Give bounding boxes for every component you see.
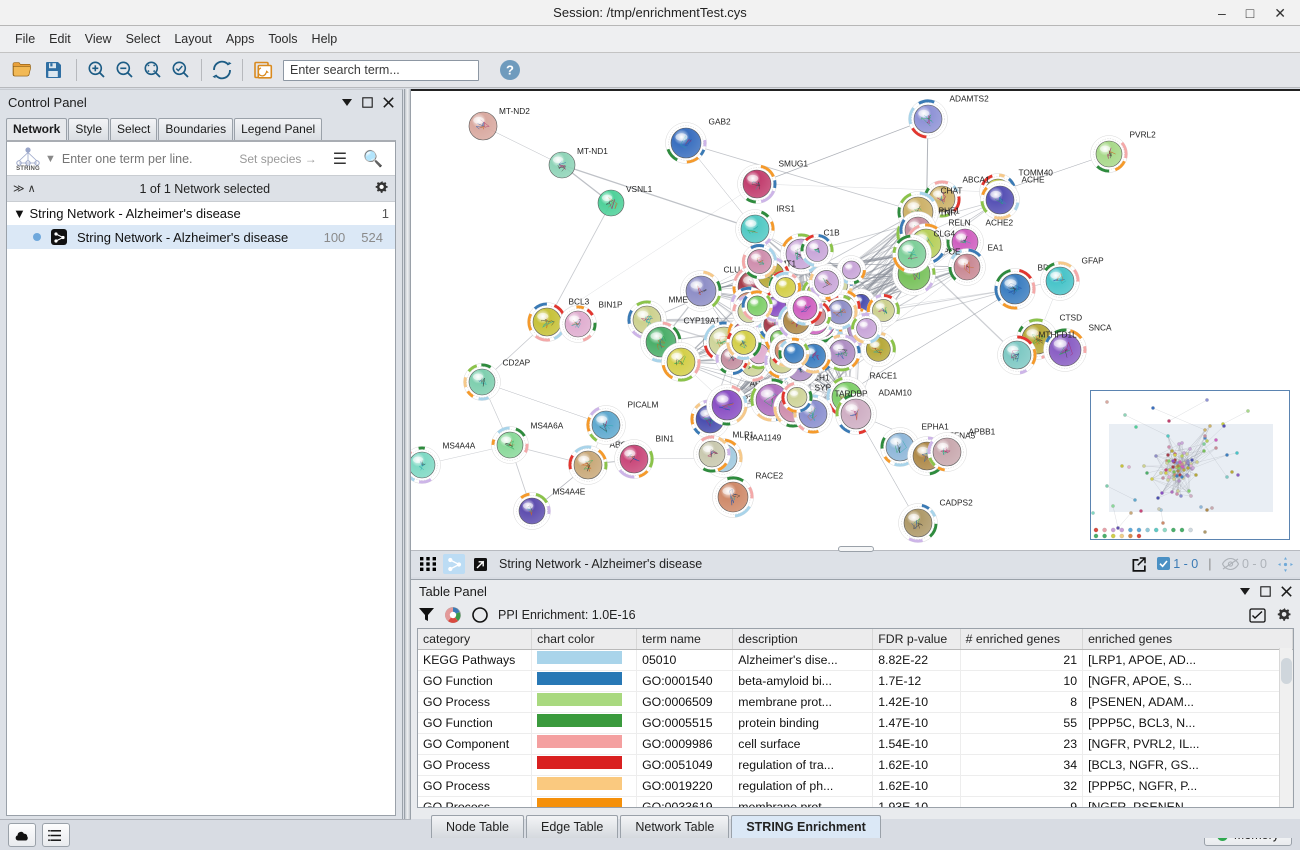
svg-text:CADPS2: CADPS2 bbox=[940, 498, 974, 508]
svg-text:IRS1: IRS1 bbox=[777, 204, 796, 214]
svg-text:MT-ND2: MT-ND2 bbox=[499, 106, 530, 116]
svg-text:BIN1: BIN1 bbox=[656, 434, 675, 444]
svg-text:PHF1: PHF1 bbox=[939, 206, 961, 216]
svg-text:ACHE2: ACHE2 bbox=[986, 218, 1014, 228]
svg-text:SNCA: SNCA bbox=[1089, 323, 1113, 333]
svg-text:PICALM: PICALM bbox=[628, 400, 659, 410]
svg-text:MTHFD1L: MTHFD1L bbox=[1039, 330, 1078, 340]
svg-text:CD2AP: CD2AP bbox=[503, 358, 531, 368]
svg-text:VSNL1: VSNL1 bbox=[626, 184, 653, 194]
svg-text:ACHE: ACHE bbox=[1022, 175, 1046, 185]
svg-text:ADAMTS2: ADAMTS2 bbox=[950, 94, 990, 104]
svg-text:CTSD: CTSD bbox=[1060, 313, 1083, 323]
svg-text:EPHA1: EPHA1 bbox=[922, 422, 950, 432]
svg-text:GFAP: GFAP bbox=[1082, 256, 1105, 266]
svg-text:RELN: RELN bbox=[949, 218, 971, 228]
svg-text:EA1: EA1 bbox=[988, 243, 1004, 253]
svg-text:APBB1: APBB1 bbox=[969, 427, 996, 437]
svg-text:SMUG1: SMUG1 bbox=[779, 159, 809, 169]
svg-text:MT-ND1: MT-ND1 bbox=[577, 146, 608, 156]
svg-text:RACE2: RACE2 bbox=[756, 471, 784, 481]
svg-text:PVRL2: PVRL2 bbox=[1130, 130, 1157, 140]
svg-text:BCL3: BCL3 bbox=[569, 297, 590, 307]
svg-text:?: ? bbox=[506, 63, 514, 78]
svg-text:MS4A6A: MS4A6A bbox=[531, 421, 564, 431]
svg-text:BIN1P: BIN1P bbox=[599, 300, 623, 310]
svg-text:GAB2: GAB2 bbox=[709, 117, 732, 127]
svg-text:SYP: SYP bbox=[815, 383, 832, 393]
svg-text:ADAM10: ADAM10 bbox=[879, 388, 913, 398]
svg-text:MME: MME bbox=[669, 295, 689, 305]
svg-text:C1B: C1B bbox=[824, 228, 841, 238]
svg-text:CLG4: CLG4 bbox=[934, 229, 956, 239]
svg-text:MS4A4E: MS4A4E bbox=[553, 487, 586, 497]
svg-text:MLP1: MLP1 bbox=[733, 430, 755, 440]
svg-text:CHAT: CHAT bbox=[941, 186, 963, 196]
svg-text:RACE1: RACE1 bbox=[870, 371, 898, 381]
svg-text:TARDBP: TARDBP bbox=[835, 389, 869, 399]
svg-text:MS4A4A: MS4A4A bbox=[443, 441, 476, 451]
svg-text:ABCA1: ABCA1 bbox=[963, 175, 991, 185]
